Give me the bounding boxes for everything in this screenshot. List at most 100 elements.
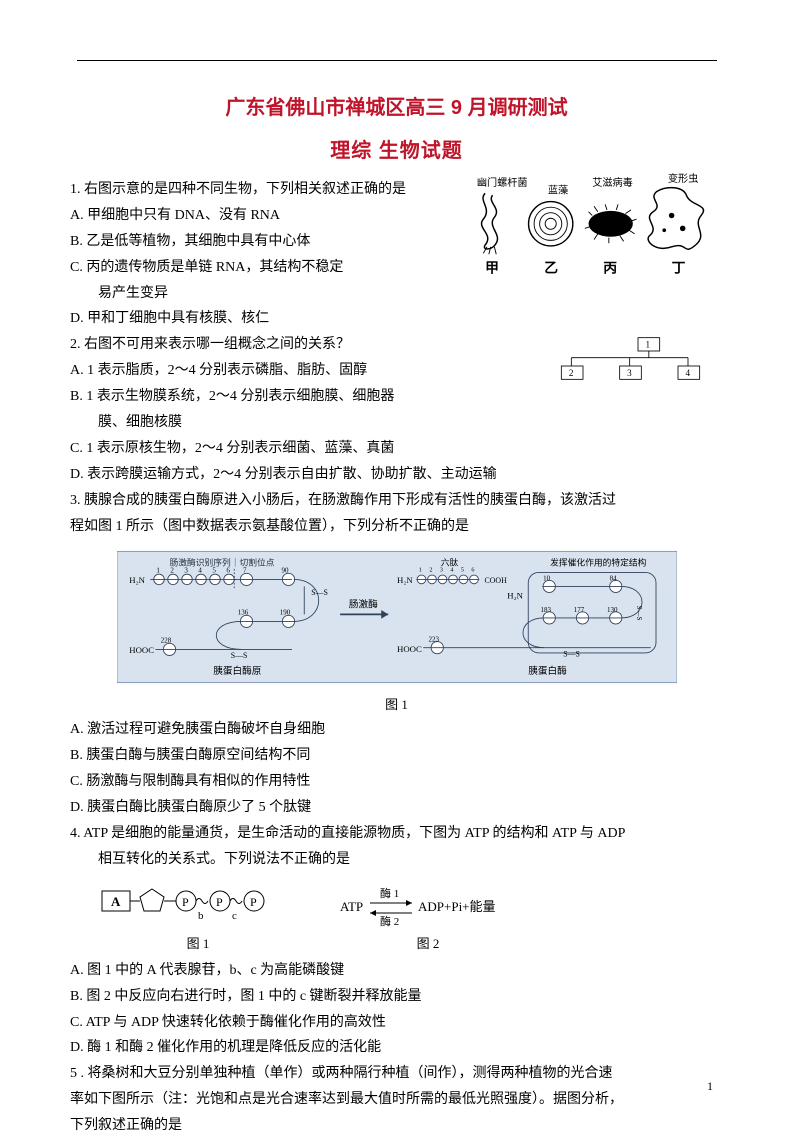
page-number: 1 bbox=[707, 1079, 713, 1094]
q5-stem1: 5 . 将桑树和大豆分别单独种植（单作）或两种隔行种植（间作），测得两种植物的光… bbox=[70, 1061, 723, 1087]
right-ss1: S—S bbox=[634, 606, 642, 621]
svg-text:1: 1 bbox=[418, 568, 421, 574]
q4-C: C. ATP 与 ADP 快速转化依赖于酶催化作用的高效性 bbox=[70, 1010, 723, 1036]
svg-text:2: 2 bbox=[170, 567, 174, 575]
hiv-shape bbox=[585, 204, 637, 243]
exam-page: 广东省佛山市禅城区高三 9 月调研测试 理综 生物试题 幽门螺杆菌 蓝藻 艾滋病… bbox=[0, 0, 793, 1122]
svg-text:P: P bbox=[182, 895, 189, 909]
eq-lhs: ATP bbox=[340, 899, 363, 914]
q4-figures-row: A P b P c P ATP 酶 1 bbox=[98, 881, 723, 931]
helicobacter-shape bbox=[482, 193, 498, 249]
q4-fig2-caption: 图 2 bbox=[338, 933, 518, 952]
label-helicobacter: 幽门螺杆菌 bbox=[477, 176, 528, 189]
left-ss2: S—S bbox=[230, 652, 247, 661]
amoeba-dot1 bbox=[669, 213, 675, 219]
label-yi: 乙 bbox=[544, 261, 558, 276]
atp-equation-svg: ATP 酶 1 酶 2 ADP+Pi+能量 bbox=[338, 883, 518, 929]
right-hooc: HOOC bbox=[397, 644, 422, 654]
left-h2n: H₂N bbox=[129, 575, 145, 585]
bond-c bbox=[230, 898, 242, 903]
left-ss1: S—S bbox=[311, 589, 328, 598]
svg-text:P: P bbox=[250, 895, 257, 909]
q3-figure: 肠激酶识别序列｜切割位点 H₂N 1 2 3 4 5 6 7 bbox=[70, 547, 723, 713]
svg-text:7: 7 bbox=[243, 567, 247, 575]
right-h2n2: H₂N bbox=[507, 591, 523, 601]
svg-text:6: 6 bbox=[226, 567, 230, 575]
q4-D: D. 酶 1 和酶 2 催化作用的机理是降低反应的活化能 bbox=[70, 1035, 723, 1061]
question-3: 3. 胰腺合成的胰蛋白酶原进入小肠后，在肠激酶作用下形成有活性的胰蛋白酶，该激活… bbox=[70, 488, 723, 821]
svg-text:10: 10 bbox=[543, 575, 551, 583]
eq-enz1: 酶 1 bbox=[380, 887, 399, 900]
question-4: 4. ATP 是细胞的能量通货，是生命活动的直接能源物质，下图为 ATP 的结构… bbox=[70, 821, 723, 1061]
q5-stem3: 下列叙述正确的是 bbox=[70, 1113, 723, 1139]
svg-text:3: 3 bbox=[439, 568, 442, 574]
label-hiv: 艾滋病毒 bbox=[592, 176, 633, 189]
label-bing: 丙 bbox=[603, 261, 617, 276]
node-4-label: 4 bbox=[686, 368, 691, 378]
question-5: 5 . 将桑树和大豆分别单独种植（单作）或两种隔行种植（间作），测得两种植物的光… bbox=[70, 1061, 723, 1139]
right-h2n: H₂N bbox=[397, 575, 413, 585]
svg-text:84: 84 bbox=[609, 575, 617, 583]
q4-stem2: 相互转化的关系式。下列说法不正确的是 bbox=[70, 847, 723, 873]
svg-text:223: 223 bbox=[428, 636, 439, 644]
q2-D: D. 表示跨膜运输方式，2～4 分别表示自由扩散、协助扩散、主动运输 bbox=[70, 462, 723, 488]
left-228-label: 228 bbox=[160, 637, 171, 645]
svg-text:183: 183 bbox=[540, 606, 551, 614]
svg-text:136: 136 bbox=[237, 609, 248, 617]
ribose-pentagon bbox=[140, 889, 164, 911]
q1-figure: 幽门螺杆菌 蓝藻 艾滋病毒 变形虫 bbox=[443, 173, 723, 298]
svg-text:P: P bbox=[216, 895, 223, 909]
q4-stem1: 4. ATP 是细胞的能量通货，是生命活动的直接能源物质，下图为 ATP 的结构… bbox=[70, 821, 723, 847]
q4-fig1-caption: 图 1 bbox=[98, 933, 298, 952]
right-side-title: 发挥催化作用的特定结构 bbox=[550, 557, 646, 568]
svg-text:130: 130 bbox=[607, 606, 618, 614]
svg-text:5: 5 bbox=[212, 567, 216, 575]
q3-C: C. 肠激酶与限制酶具有相似的作用特性 bbox=[70, 769, 723, 795]
label-ding: 丁 bbox=[672, 261, 686, 276]
svg-text:3: 3 bbox=[184, 567, 188, 575]
label-amoeba: 变形虫 bbox=[668, 173, 698, 185]
node-3-label: 3 bbox=[627, 368, 632, 378]
svg-text:90: 90 bbox=[281, 567, 289, 575]
svg-text:1: 1 bbox=[156, 567, 160, 575]
q4-fig-captions: 图 1 图 2 bbox=[98, 933, 723, 952]
label-jia: 甲 bbox=[485, 261, 499, 276]
left-caption: 胰蛋白酶原 bbox=[213, 665, 261, 677]
label-cyanobacteria: 蓝藻 bbox=[548, 183, 568, 196]
atp-structure-svg: A P b P c P bbox=[98, 881, 298, 931]
node-2-label: 2 bbox=[569, 368, 574, 378]
exam-title-sub: 理综 生物试题 bbox=[70, 134, 723, 163]
question-2: 1 2 3 4 2. 右图不可用来表示哪一组概念之间的关系？ A. 1 表示脂质… bbox=[70, 332, 723, 487]
svg-text:177: 177 bbox=[573, 606, 584, 614]
svg-text:4: 4 bbox=[450, 568, 453, 574]
amoeba-dot3 bbox=[662, 228, 666, 232]
svg-text:4: 4 bbox=[198, 567, 202, 575]
q3-stem1: 3. 胰腺合成的胰蛋白酶原进入小肠后，在肠激酶作用下形成有活性的胰蛋白酶，该激活… bbox=[70, 488, 723, 514]
right-cooh: COOH bbox=[484, 576, 507, 585]
right-ss2: S—S bbox=[563, 650, 580, 659]
q2-figure: 1 2 3 4 bbox=[503, 336, 723, 391]
svg-text:6: 6 bbox=[471, 568, 474, 574]
q5-stem2: 率如下图所示（注：光饱和点是光合速率达到最大值时所需的最低光照强度）。据图分析， bbox=[70, 1087, 723, 1113]
svg-text:190: 190 bbox=[279, 609, 290, 617]
concept-tree-svg: 1 2 3 4 bbox=[503, 336, 723, 386]
question-1: 幽门螺杆菌 蓝藻 艾滋病毒 变形虫 bbox=[70, 177, 723, 332]
q3-fig-caption: 图 1 bbox=[70, 694, 723, 713]
label-c: c bbox=[232, 910, 237, 922]
q4-B: B. 图 2 中反应向右进行时，图 1 中的 c 键断裂并释放能量 bbox=[70, 984, 723, 1010]
mid-arrow-label: 肠激酶 bbox=[348, 599, 377, 611]
trypsin-diagram: 肠激酶识别序列｜切割位点 H₂N 1 2 3 4 5 6 7 bbox=[117, 547, 677, 687]
svg-text:5: 5 bbox=[460, 568, 463, 574]
q1-D: D. 甲和丁细胞中具有核膜、核仁 bbox=[70, 306, 723, 332]
amoeba-dot2 bbox=[680, 226, 686, 232]
q3-B: B. 胰蛋白酶与胰蛋白酶原空间结构不同 bbox=[70, 743, 723, 769]
cyano-outer bbox=[529, 202, 573, 246]
right-header: 六肽 bbox=[440, 557, 458, 568]
q4-A: A. 图 1 中的 A 代表腺苷，b、c 为高能磷酸键 bbox=[70, 958, 723, 984]
q2-B2: 膜、细胞核膜 bbox=[70, 410, 723, 436]
q3-stem2: 程如图 1 所示（图中数据表示氨基酸位置），下列分析不正确的是 bbox=[70, 514, 723, 540]
left-hooc: HOOC bbox=[129, 645, 154, 655]
amoeba-shape bbox=[648, 188, 703, 250]
eq-rhs: ADP+Pi+能量 bbox=[418, 899, 496, 914]
svg-text:2: 2 bbox=[429, 568, 432, 574]
